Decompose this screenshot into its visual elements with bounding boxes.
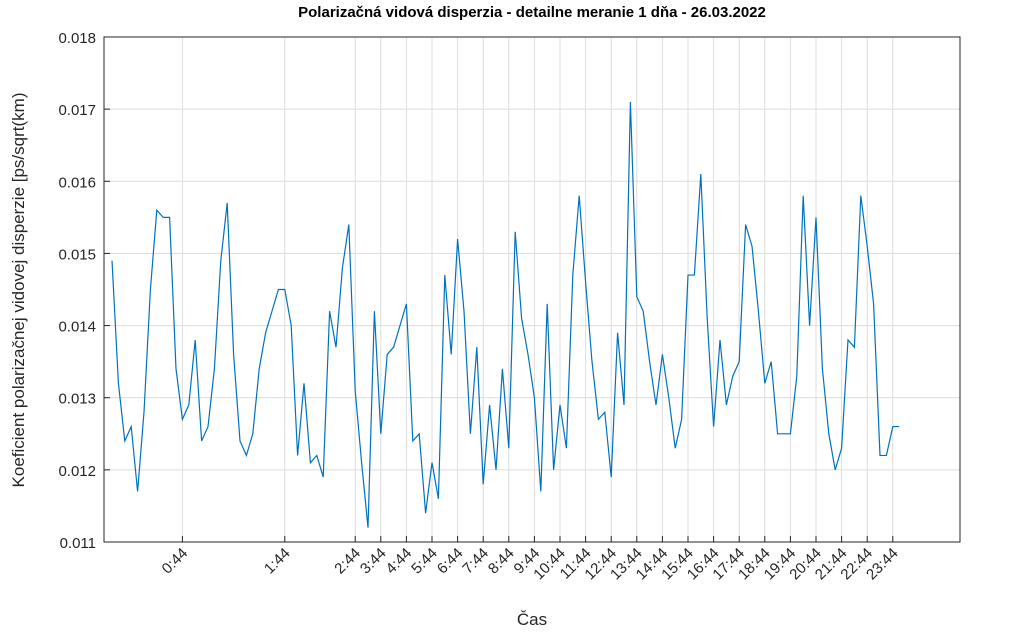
y-axis-label: Koeficient polarizačnej vidovej disperzi…	[9, 93, 28, 488]
x-tick-label: 6:44	[434, 545, 467, 578]
plot-frame	[103, 36, 961, 543]
x-tick-label: 5:44	[408, 545, 441, 578]
x-tick-label: 2:44	[331, 545, 364, 578]
chart-title: Polarizačná vidová disperzia - detailne …	[298, 4, 766, 21]
y-tick-label: 0.017	[58, 102, 96, 119]
y-tick-label: 0.018	[58, 30, 96, 47]
y-tick-label: 0.013	[58, 391, 96, 408]
x-tick-label: 4:44	[383, 545, 416, 578]
x-tick-label: 1:44	[261, 545, 294, 578]
data-line	[111, 101, 900, 528]
x-axis-label: Čas	[517, 610, 547, 629]
y-tick-label: 0.014	[58, 319, 96, 336]
x-tick-label: 8:44	[485, 545, 518, 578]
x-tick-label: 0:44	[159, 545, 192, 578]
y-tick-label: 0.011	[60, 535, 96, 552]
y-tick-label: 0.015	[58, 246, 96, 263]
x-tick-label: 7:44	[459, 545, 492, 578]
y-tick-label: 0.012	[58, 463, 96, 480]
x-tick-label: 3:44	[357, 545, 390, 578]
y-tick-label: 0.016	[58, 174, 96, 191]
